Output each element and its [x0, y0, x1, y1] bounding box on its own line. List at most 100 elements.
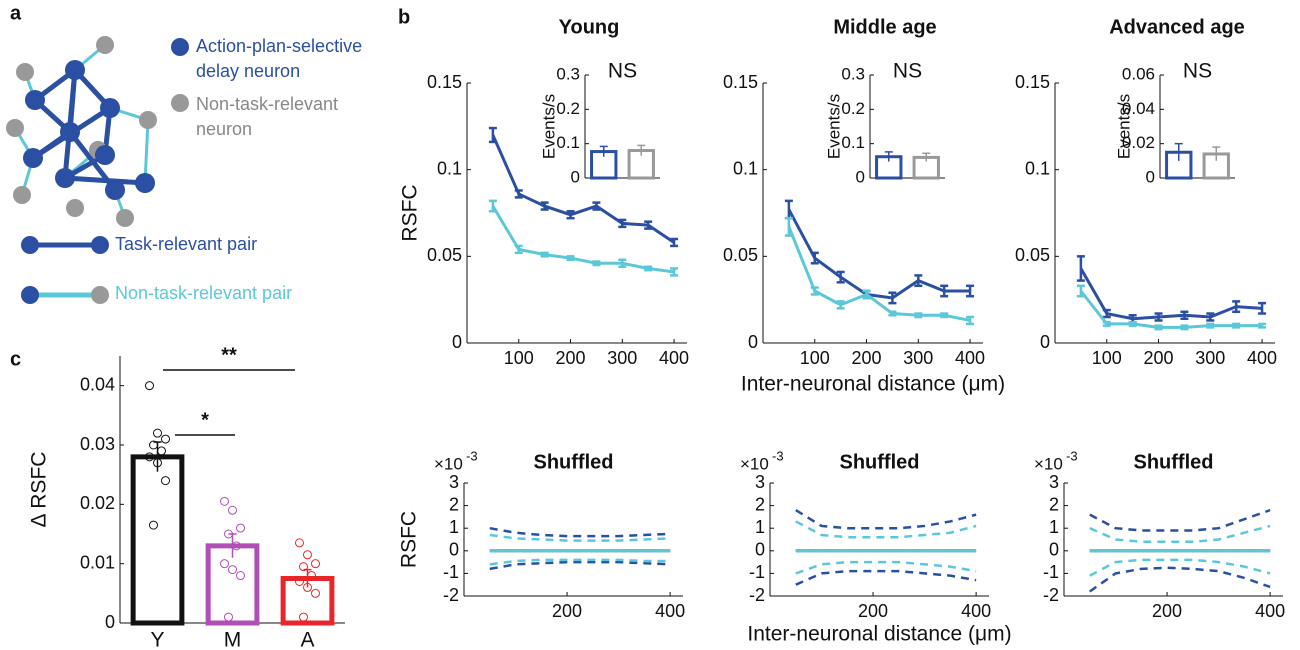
dashed-line — [489, 533, 671, 542]
error-bar — [1154, 312, 1163, 322]
error-bar — [566, 255, 575, 262]
y-tick-label: 0.15 — [427, 72, 462, 92]
y-tick-label: 0.06 — [1122, 64, 1155, 83]
data-point — [157, 446, 166, 456]
y-tick-label: 2 — [449, 494, 459, 514]
y-tick-label: 0 — [452, 332, 462, 352]
data-point — [228, 505, 237, 515]
error-bar — [810, 286, 819, 296]
legend-text: delay neuron — [196, 61, 300, 81]
y-tick-label: 0 — [748, 332, 758, 352]
error-bar — [153, 441, 162, 472]
y-exponent-base: ×10 — [434, 454, 463, 473]
data-point — [220, 496, 229, 506]
error-bar — [670, 267, 679, 277]
x-tick-label: 400 — [961, 601, 991, 621]
data-point — [236, 523, 245, 533]
error-bar — [1206, 312, 1215, 322]
error-bar — [1212, 146, 1221, 161]
error-bar — [488, 126, 497, 144]
dashed-line — [795, 509, 977, 530]
y-tick-label: -2 — [443, 585, 459, 605]
error-bar — [1258, 322, 1267, 329]
data-point — [161, 434, 170, 444]
bar — [130, 454, 185, 626]
chart-title: Young — [559, 16, 620, 38]
error-bar — [1206, 322, 1215, 329]
chart-title: Shuffled — [534, 451, 614, 473]
data-point — [299, 612, 308, 622]
error-bar — [1128, 320, 1137, 327]
error-bar — [566, 210, 575, 220]
error-bar — [966, 284, 975, 298]
data-point — [295, 538, 304, 548]
y-tick-label: 0 — [105, 612, 115, 632]
data-point — [161, 476, 170, 486]
y-tick-label: 0.2 — [556, 99, 580, 118]
error-bar — [540, 251, 549, 258]
y-tick-label: 0.1 — [437, 158, 462, 178]
chart-title: NS — [893, 60, 922, 83]
y-tick-label: 0.04 — [1122, 99, 1155, 118]
x-tick-label: 400 — [1255, 601, 1285, 621]
error-bar — [514, 189, 523, 199]
dashed-line — [1089, 566, 1271, 593]
legend-text: neuron — [196, 119, 252, 139]
panel-label: b — [398, 6, 410, 28]
y-exponent: -3 — [466, 448, 478, 463]
y-tick-label: 0.3 — [841, 64, 865, 83]
error-bar — [228, 533, 237, 558]
dashed-line — [489, 558, 671, 566]
data-point — [220, 559, 229, 569]
dashed-line — [1089, 558, 1271, 577]
dashed-line — [1089, 524, 1271, 544]
line — [1079, 290, 1263, 329]
y-exponent: -3 — [772, 448, 784, 463]
error-bar — [540, 201, 549, 211]
x-tick-label: 400 — [655, 601, 685, 621]
x-tick-label: 200 — [858, 601, 888, 621]
y-tick-label: 0.04 — [80, 374, 115, 394]
line — [787, 226, 971, 322]
y-exponent-base: ×10 — [1034, 454, 1063, 473]
chart-title: NS — [608, 60, 637, 83]
legend-text: Action-plan-selective — [196, 36, 362, 56]
error-bar — [1180, 310, 1189, 320]
y-axis-label: Events/s — [1114, 94, 1133, 159]
error-bar — [888, 291, 897, 305]
y-tick-label: 0 — [755, 540, 765, 560]
network-diagram — [6, 36, 189, 304]
y-axis-label: RSFC — [399, 184, 422, 241]
error-bar — [599, 145, 608, 157]
y-tick-label: -1 — [443, 562, 459, 582]
x-tick-label: M — [224, 629, 242, 650]
error-bar — [1174, 142, 1183, 161]
chart-title: Advanced age — [1109, 16, 1245, 38]
error-bar — [592, 201, 601, 211]
panel-label: c — [10, 348, 21, 370]
data-point — [303, 550, 312, 560]
x-axis-label: Inter-neuronal distance (μm) — [741, 373, 1005, 396]
error-bar — [514, 244, 523, 255]
error-bar — [1232, 300, 1241, 314]
x-tick-label: Y — [150, 629, 164, 650]
x-tick-label: 100 — [504, 348, 534, 368]
y-tick-label: 0.05 — [723, 245, 758, 265]
error-bar — [836, 270, 845, 284]
x-tick-label: 400 — [955, 348, 985, 368]
y-axis-label: Δ RSFC — [28, 452, 51, 528]
error-bar — [940, 312, 949, 319]
x-tick-label: 300 — [607, 348, 637, 368]
y-tick-label: 0 — [1146, 167, 1155, 186]
error-bar — [940, 284, 949, 298]
error-bar — [966, 315, 975, 326]
error-bar — [922, 152, 931, 162]
line — [491, 134, 675, 244]
x-tick-label: 100 — [1092, 348, 1122, 368]
data-point — [311, 559, 320, 569]
error-bar — [637, 144, 646, 156]
y-tick-label: 0.1 — [1025, 158, 1050, 178]
data-point — [299, 562, 308, 572]
y-tick-label: 0.1 — [733, 158, 758, 178]
y-tick-label: 0 — [1049, 540, 1059, 560]
